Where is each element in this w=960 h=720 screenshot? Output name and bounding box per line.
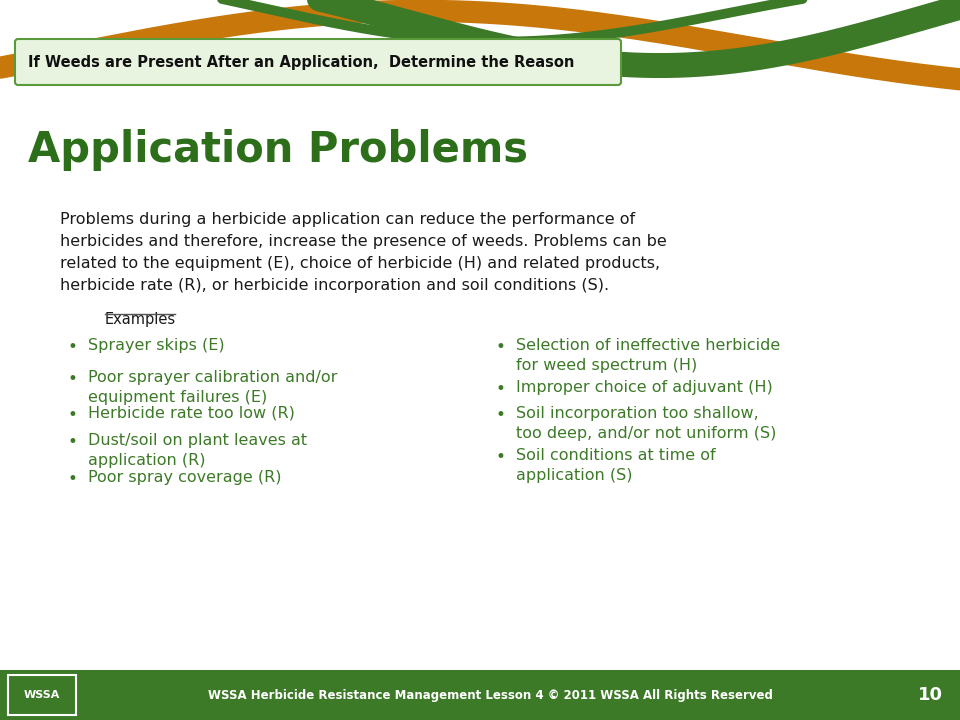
Text: WSSA: WSSA [24,690,60,700]
FancyBboxPatch shape [15,39,621,85]
Text: •: • [67,338,77,356]
Text: •: • [67,406,77,424]
Bar [0,670,960,720]
Text: related to the equipment (E), choice of herbicide (H) and related products,: related to the equipment (E), choice of … [60,256,660,271]
Text: Poor spray coverage (R): Poor spray coverage (R) [88,470,281,485]
Text: WSSA Herbicide Resistance Management Lesson 4 © 2011 WSSA All Rights Reserved: WSSA Herbicide Resistance Management Les… [207,688,773,701]
Text: •: • [67,433,77,451]
Text: •: • [495,448,505,466]
Text: Soil incorporation too shallow,
too deep, and/or not uniform (S): Soil incorporation too shallow, too deep… [516,406,777,441]
Text: Sprayer skips (E): Sprayer skips (E) [88,338,225,353]
Text: herbicides and therefore, increase the presence of weeds. Problems can be: herbicides and therefore, increase the p… [60,234,667,249]
Text: Selection of ineffective herbicide
for weed spectrum (H): Selection of ineffective herbicide for w… [516,338,780,374]
Text: Dust/soil on plant leaves at
application (R): Dust/soil on plant leaves at application… [88,433,307,469]
Text: herbicide rate (R), or herbicide incorporation and soil conditions (S).: herbicide rate (R), or herbicide incorpo… [60,278,610,293]
Text: Herbicide rate too low (R): Herbicide rate too low (R) [88,406,295,421]
Text: Improper choice of adjuvant (H): Improper choice of adjuvant (H) [516,380,773,395]
Text: If Weeds are Present After an Application,  Determine the Reason: If Weeds are Present After an Applicatio… [28,55,574,70]
Text: •: • [495,338,505,356]
Text: Soil conditions at time of
application (S): Soil conditions at time of application (… [516,448,715,483]
Text: 10: 10 [918,686,943,704]
Bar [0,110,960,670]
Text: •: • [495,380,505,398]
Text: Problems during a herbicide application can reduce the performance of: Problems during a herbicide application … [60,212,636,227]
Text: •: • [495,406,505,424]
Text: •: • [67,470,77,488]
FancyBboxPatch shape [8,675,76,715]
Text: Poor sprayer calibration and/or
equipment failures (E): Poor sprayer calibration and/or equipmen… [88,370,337,405]
Bar [0,70,960,670]
Text: Application Problems: Application Problems [28,129,528,171]
Text: Examples: Examples [105,312,176,327]
Text: •: • [67,370,77,388]
